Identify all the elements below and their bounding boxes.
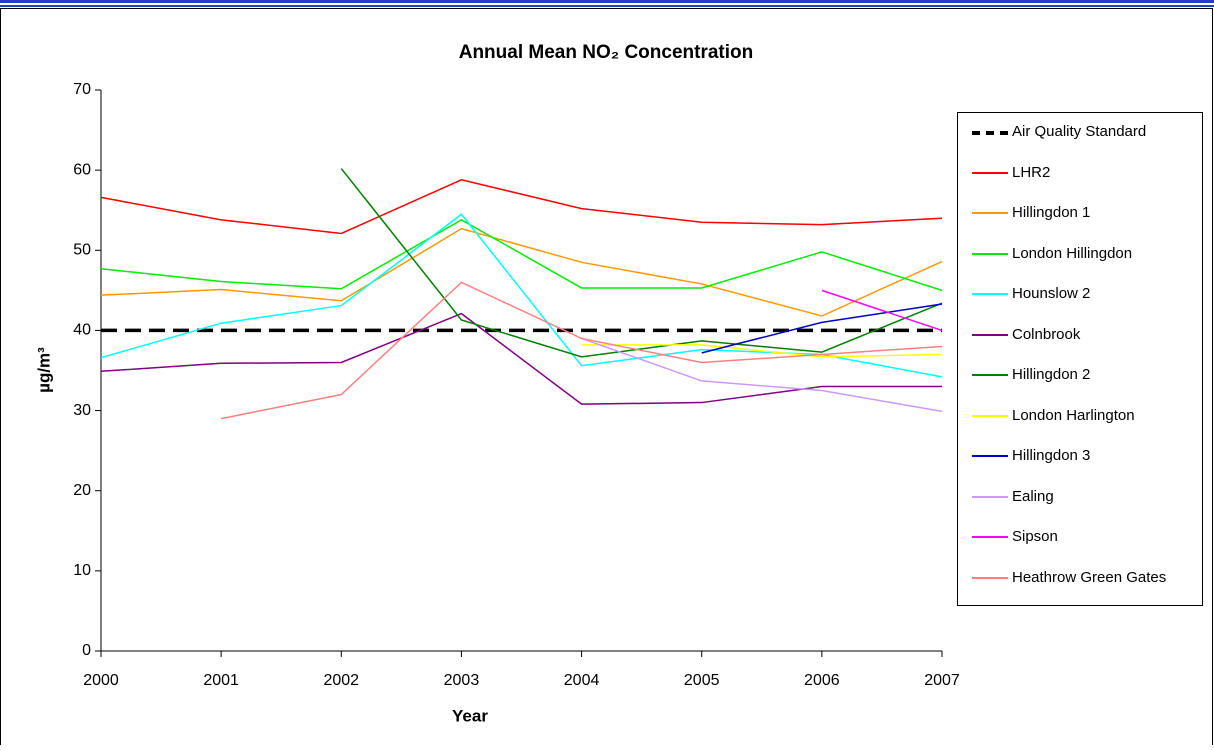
legend-line xyxy=(972,374,1008,376)
legend-label: Hillingdon 2 xyxy=(1012,366,1091,383)
legend-swatch xyxy=(968,488,1012,506)
y-tick-label: 50 xyxy=(73,242,91,259)
legend-item: Air Quality Standard xyxy=(968,123,1194,164)
legend-line xyxy=(972,131,1008,135)
legend: Air Quality Standard LHR2 Hillingdon 1 Lond… xyxy=(957,112,1203,606)
x-tick-label: 2005 xyxy=(684,672,720,689)
x-tick-label: 2003 xyxy=(444,672,480,689)
legend-item: Ealing xyxy=(968,488,1194,529)
y-tick-label: 10 xyxy=(73,562,91,579)
y-tick-label: 70 xyxy=(73,81,91,98)
legend-swatch xyxy=(968,407,1012,425)
legend-item: Hillingdon 1 xyxy=(968,204,1194,245)
plot-area: 0 10 20 30 40 50 60 70 2000 2001 2002 2003 2004 2005 2… xyxy=(73,81,960,689)
series-line xyxy=(220,281,943,420)
legend-line xyxy=(972,212,1008,214)
legend-item: Hillingdon 2 xyxy=(968,366,1194,407)
top-bar xyxy=(0,0,1214,3)
series-line xyxy=(581,344,943,358)
legend-item: Sipson xyxy=(968,528,1194,569)
legend-line xyxy=(972,536,1008,538)
x-tick-label: 2002 xyxy=(323,672,359,689)
legend-swatch xyxy=(968,164,1012,182)
legend-label: Air Quality Standard xyxy=(1012,123,1147,140)
legend-swatch xyxy=(968,528,1012,546)
y-tick-label: 20 xyxy=(73,482,91,499)
x-tick-label: 2007 xyxy=(924,672,960,689)
x-tick-label: 2001 xyxy=(203,672,239,689)
legend-label: LHR2 xyxy=(1012,163,1051,181)
x-tick-label: 2006 xyxy=(804,672,840,689)
chart-title: Annual Mean NO₂ Concentration xyxy=(459,42,754,63)
series-line xyxy=(100,213,943,378)
legend-label: Heathrow Green Gates xyxy=(1012,568,1167,586)
legend-label: Sipson xyxy=(1012,528,1058,545)
legend-swatch xyxy=(968,326,1012,344)
x-tick-label: 2004 xyxy=(564,672,600,689)
legend-label: Hillingdon 3 xyxy=(1012,447,1091,464)
series-line xyxy=(581,337,943,413)
y-axis-label: µg/m³ xyxy=(34,347,53,393)
legend-swatch xyxy=(968,569,1012,587)
legend-item: Hillingdon 3 xyxy=(968,447,1194,488)
legend-line xyxy=(972,252,1008,255)
legend-line xyxy=(972,455,1008,457)
legend-item: Heathrow Green Gates xyxy=(968,569,1194,610)
legend-swatch xyxy=(968,447,1012,465)
series-line xyxy=(100,227,943,317)
legend-label: London Hillingdon xyxy=(1012,244,1133,262)
legend-line xyxy=(972,495,1008,498)
x-tick-label: 2000 xyxy=(83,672,119,689)
legend-swatch xyxy=(968,366,1012,384)
legend-item: Colnbrook xyxy=(968,326,1194,367)
legend-label: Colnbrook xyxy=(1012,325,1081,343)
legend-line xyxy=(972,293,1008,295)
legend-swatch xyxy=(968,123,1012,141)
series-line xyxy=(701,303,943,354)
series-line xyxy=(100,178,943,235)
legend-line xyxy=(972,171,1008,174)
legend-line xyxy=(972,333,1008,336)
series-line xyxy=(100,218,943,292)
y-tick-label: 0 xyxy=(82,642,91,659)
legend-swatch xyxy=(968,245,1012,263)
series-line xyxy=(340,168,943,358)
legend-label: London Harlington xyxy=(1012,406,1135,424)
y-tick-label: 60 xyxy=(73,161,91,178)
y-tick-label: 40 xyxy=(73,322,91,339)
legend-line xyxy=(972,414,1008,417)
top-bar-line xyxy=(0,5,1214,7)
legend-label: Hillingdon 1 xyxy=(1012,204,1091,221)
legend-line xyxy=(972,576,1008,579)
legend-label: Hounslow 2 xyxy=(1012,285,1091,302)
legend-item: Hounslow 2 xyxy=(968,285,1194,326)
x-axis-label: Year xyxy=(452,706,488,725)
legend-item: London Hillingdon xyxy=(968,245,1194,286)
legend-item: LHR2 xyxy=(968,164,1194,205)
legend-item: London Harlington xyxy=(968,407,1194,448)
y-tick-label: 30 xyxy=(73,402,91,419)
series-line xyxy=(821,289,943,332)
legend-label: Ealing xyxy=(1012,487,1054,505)
legend-swatch xyxy=(968,204,1012,222)
legend-swatch xyxy=(968,285,1012,303)
